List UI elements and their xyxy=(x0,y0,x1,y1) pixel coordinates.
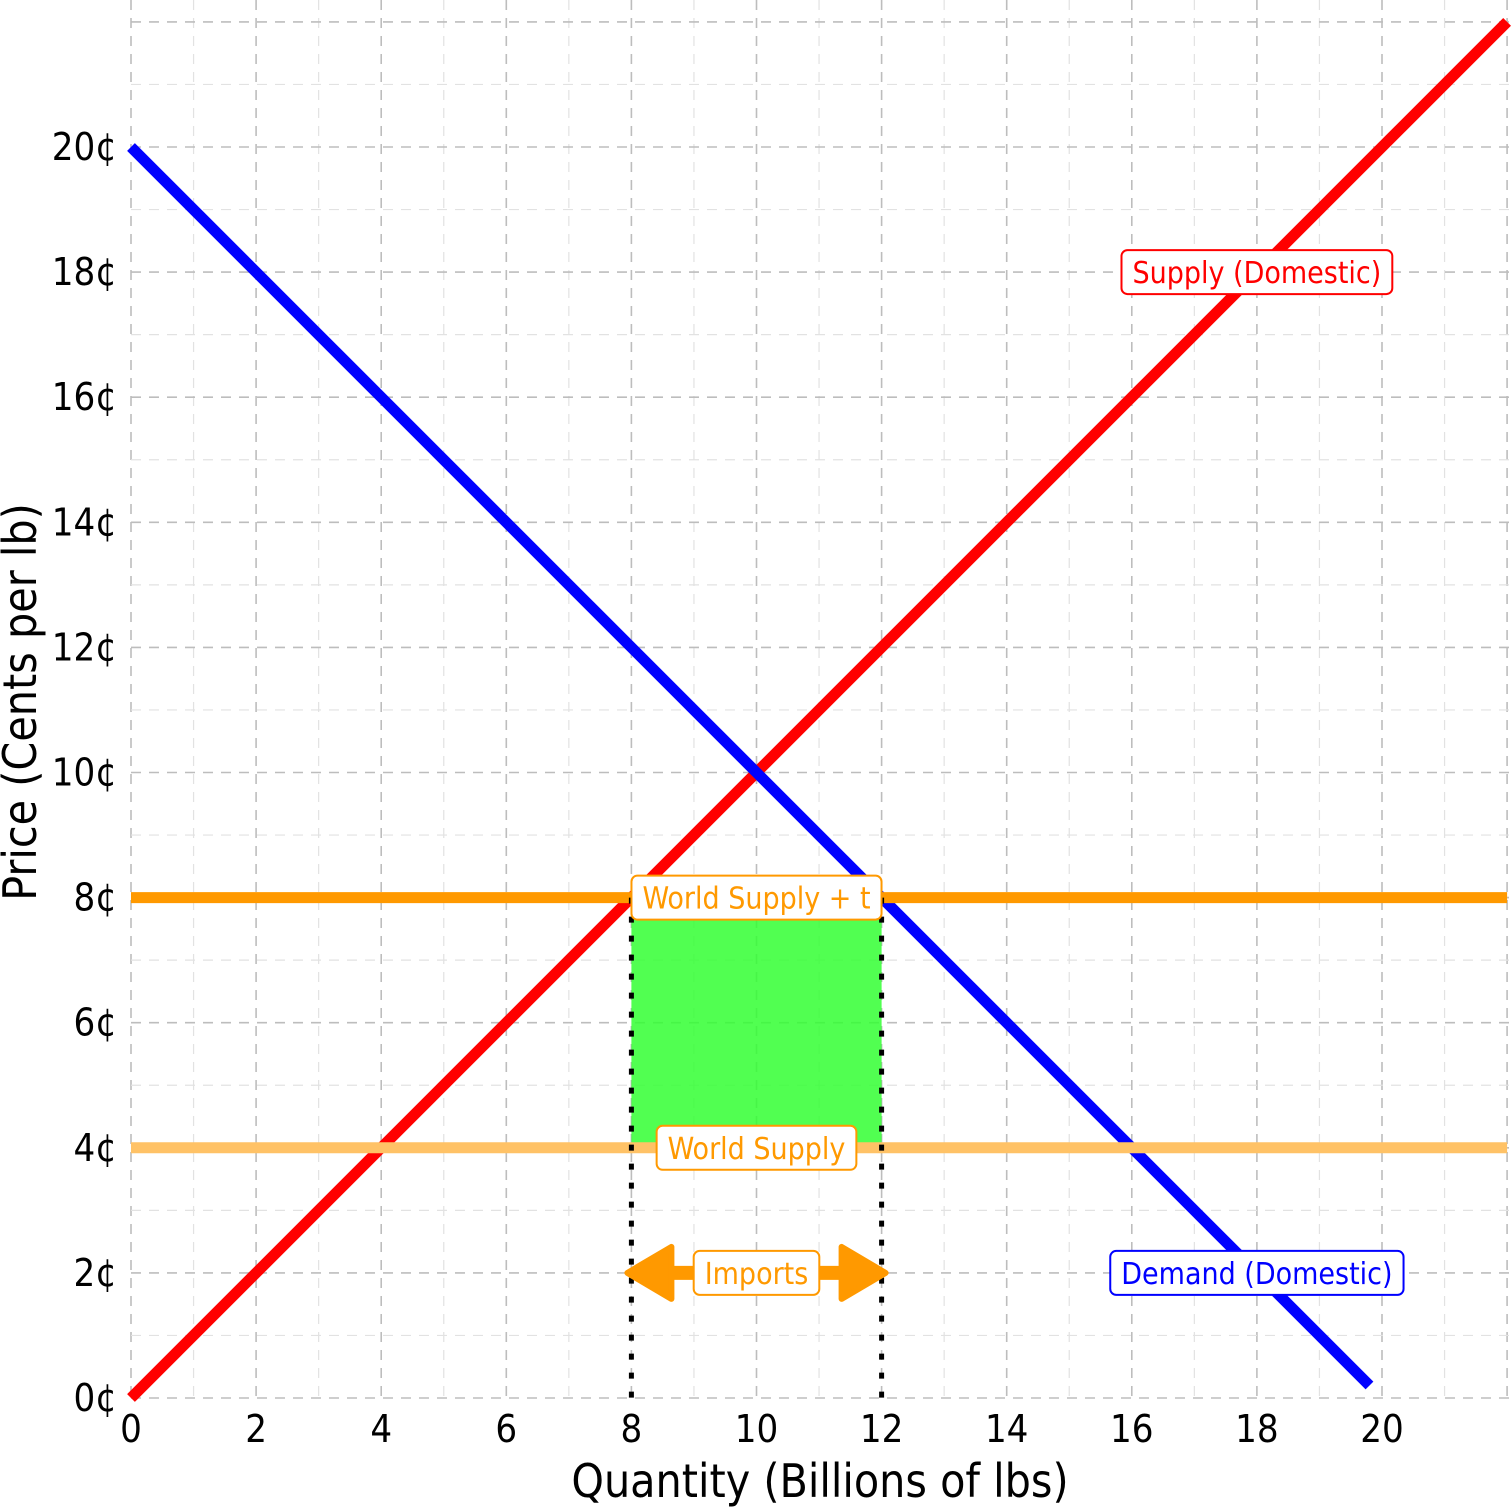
x-axis-title: Quantity (Billions of lbs) xyxy=(571,1454,1068,1508)
ticks-group: 0 2 4 6 8 10 12 14 16 18 20 0¢ 2¢ 4¢ 6¢ 8¢ 10¢ 12¢ 14¢ 16¢ 1… xyxy=(52,125,1404,1451)
x-tick-label: 16 xyxy=(1110,1407,1154,1451)
annotation-text: Imports xyxy=(705,1257,809,1292)
label-imports: Imports xyxy=(692,1249,821,1296)
x-tick-label: 12 xyxy=(860,1407,904,1451)
y-axis-title: Price (Cents per lb) xyxy=(0,503,47,901)
label-world-supply-tariff: World Supply + t xyxy=(630,874,883,921)
x-tick-label: 14 xyxy=(985,1407,1029,1451)
x-tick-label: 0 xyxy=(120,1407,142,1451)
x-tick-label: 18 xyxy=(1235,1407,1279,1451)
annotation-box xyxy=(655,1124,858,1171)
y-tick-label: 18¢ xyxy=(52,250,117,294)
y-tick-label: 4¢ xyxy=(74,1126,118,1170)
y-tick-label: 16¢ xyxy=(52,375,117,419)
imports-arrow-head-left xyxy=(624,1243,675,1302)
x-tick-label: 4 xyxy=(370,1407,392,1451)
x-tick-label: 8 xyxy=(621,1407,643,1451)
y-tick-label: 0¢ xyxy=(74,1376,118,1420)
reference-lines-group xyxy=(628,897,885,1398)
annotation-box xyxy=(1120,249,1394,296)
y-tick-label: 20¢ xyxy=(52,125,117,169)
y-tick-label: 10¢ xyxy=(52,751,117,795)
annotation-box xyxy=(1109,1249,1405,1296)
label-supply-domestic: Supply (Domestic) xyxy=(1120,249,1394,296)
imports-arrow-head-right xyxy=(838,1243,889,1302)
annotation-text: Supply (Domestic) xyxy=(1132,256,1381,291)
label-world-supply: World Supply xyxy=(655,1124,858,1171)
demand-domestic-line xyxy=(127,143,1374,1390)
x-tick-label: 6 xyxy=(495,1407,517,1451)
y-tick-label: 14¢ xyxy=(52,500,117,544)
annotation-text: Demand (Domestic) xyxy=(1121,1257,1392,1292)
tariff-revenue-area xyxy=(631,897,882,1148)
annotation-text: World Supply xyxy=(668,1132,846,1167)
y-tick-label: 6¢ xyxy=(74,1001,118,1045)
annotation-text: World Supply + t xyxy=(642,882,870,917)
label-demand-domestic: Demand (Domestic) xyxy=(1109,1249,1405,1296)
x-tick-label: 2 xyxy=(245,1407,267,1451)
annotation-box xyxy=(630,874,883,921)
annotations-group: Supply (Domestic) Demand (Domestic) World … xyxy=(630,249,1405,1296)
x-tick-label: 10 xyxy=(735,1407,779,1451)
y-tick-label: 2¢ xyxy=(74,1251,118,1295)
y-tick-label: 8¢ xyxy=(74,876,118,920)
x-tick-label: 20 xyxy=(1360,1407,1404,1451)
shaded-region-group xyxy=(631,897,882,1148)
y-tick-label: 12¢ xyxy=(52,625,117,669)
annotation-box xyxy=(692,1249,821,1296)
